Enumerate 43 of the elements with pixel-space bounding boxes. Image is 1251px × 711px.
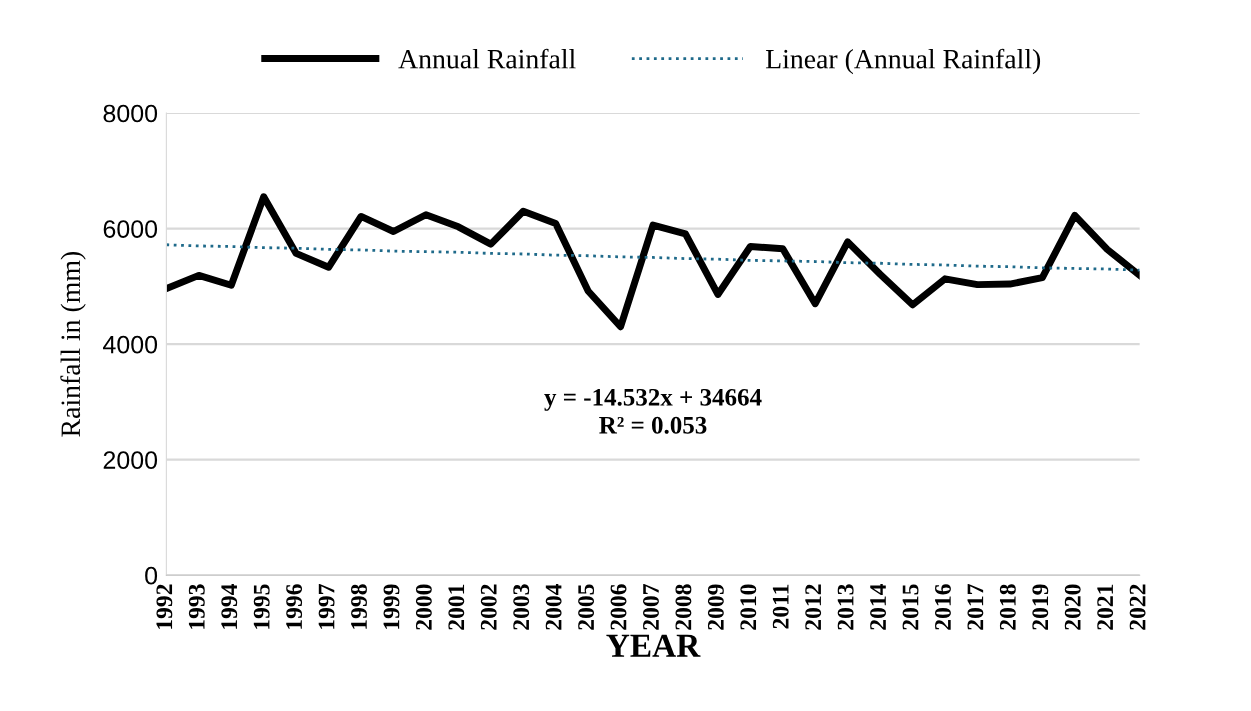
x-tick-label: 1996 xyxy=(286,584,303,629)
x-tick-label: 2008 xyxy=(675,584,692,630)
x-tick-label: 2022 xyxy=(1129,584,1146,630)
y-axis-title: Rainfall in (mm) xyxy=(60,252,86,437)
x-axis-title: YEAR xyxy=(606,634,701,657)
annotation: R² = 0.053 xyxy=(599,416,707,434)
x-tick-label: 2004 xyxy=(545,583,562,630)
x-tick-label: 2016 xyxy=(934,584,951,630)
y-tick-label: 4000 xyxy=(103,335,158,354)
x-tick-label: 2005 xyxy=(578,584,595,630)
x-tick-label: 2001 xyxy=(448,584,465,630)
x-tick-label: 1994 xyxy=(221,583,238,629)
x-tick-label: 2017 xyxy=(967,584,984,630)
x-tick-label: 2018 xyxy=(999,584,1016,630)
x-tick-label: 2000 xyxy=(415,584,432,630)
y-tick-label: 0 xyxy=(145,566,158,585)
x-tick-label: 2012 xyxy=(805,584,822,630)
x-tick-label: 1995 xyxy=(253,584,270,629)
line-series xyxy=(166,243,1140,272)
x-tick-label: 2020 xyxy=(1064,584,1081,630)
x-tick-label: 2003 xyxy=(513,584,530,630)
annotation: y = -14.532x + 34664 xyxy=(544,388,762,411)
x-tick-label: 2021 xyxy=(1097,584,1114,630)
x-tick-label: 2014 xyxy=(870,583,887,630)
x-tick-label: 2007 xyxy=(643,584,659,630)
x-tick-label: 1999 xyxy=(383,584,400,629)
x-tick-label: 2010 xyxy=(740,584,757,630)
x-tick-label: 2013 xyxy=(837,584,854,630)
x-tick-label: 1998 xyxy=(351,584,367,629)
legend-label: Linear (Annual Rainfall) xyxy=(765,48,1041,75)
x-tick-label: 1993 xyxy=(188,584,205,629)
y-tick-label: 8000 xyxy=(103,104,158,123)
y-tick-label: 2000 xyxy=(103,451,158,469)
x-tick-label: 2019 xyxy=(1032,584,1049,630)
x-tick-label: 2002 xyxy=(480,584,497,630)
x-tick-label: 1992 xyxy=(156,584,173,629)
y-tick-label: 6000 xyxy=(103,220,158,238)
x-tick-label: 2015 xyxy=(902,584,919,630)
x-tick-label: 2006 xyxy=(610,584,627,630)
legend-label: Annual Rainfall xyxy=(398,48,576,69)
x-tick-label: 2009 xyxy=(707,584,724,630)
x-tick-label: 2011 xyxy=(772,584,789,629)
x-tick-label: 1997 xyxy=(318,584,335,629)
